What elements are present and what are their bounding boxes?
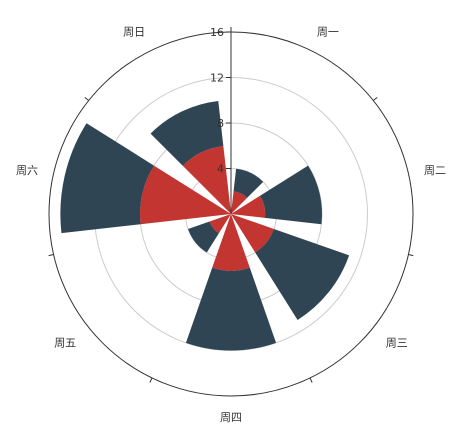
category-label: 周日 (123, 26, 145, 39)
angle-tick (84, 97, 90, 101)
category-label: 周五 (54, 336, 76, 349)
radius-axis: 4 8 12 16 (210, 26, 232, 214)
bar-segment (233, 168, 264, 198)
category-label: 周四 (220, 411, 242, 424)
angle-tick (309, 377, 313, 383)
radius-tick-label: 8 (217, 117, 224, 130)
bar-segment (255, 229, 350, 320)
radius-tick-label: 4 (217, 162, 224, 175)
bar-segment (231, 214, 274, 253)
angle-tick (408, 254, 414, 257)
bar-segment (231, 195, 266, 218)
category-label: 周三 (386, 336, 408, 349)
bars (60, 100, 350, 351)
angle-tick (372, 97, 378, 101)
radius-tick-label: 12 (210, 71, 224, 84)
bar-segment (209, 214, 231, 234)
category-label: 周二 (424, 164, 446, 177)
category-label: 周六 (16, 164, 38, 177)
bar-segment (182, 146, 231, 214)
bar-segment (185, 267, 277, 351)
category-label: 周一 (317, 26, 339, 39)
bar-segment (140, 165, 231, 225)
bar-segment (212, 214, 250, 271)
bar-segment (60, 123, 154, 234)
bar-segment (259, 165, 323, 225)
radius-tick-label: 16 (210, 26, 224, 39)
bar-segment (231, 191, 248, 214)
angle-tick (48, 254, 54, 257)
angle-tick (149, 377, 153, 383)
bar-segment (188, 221, 219, 253)
bar-segment (150, 100, 224, 166)
